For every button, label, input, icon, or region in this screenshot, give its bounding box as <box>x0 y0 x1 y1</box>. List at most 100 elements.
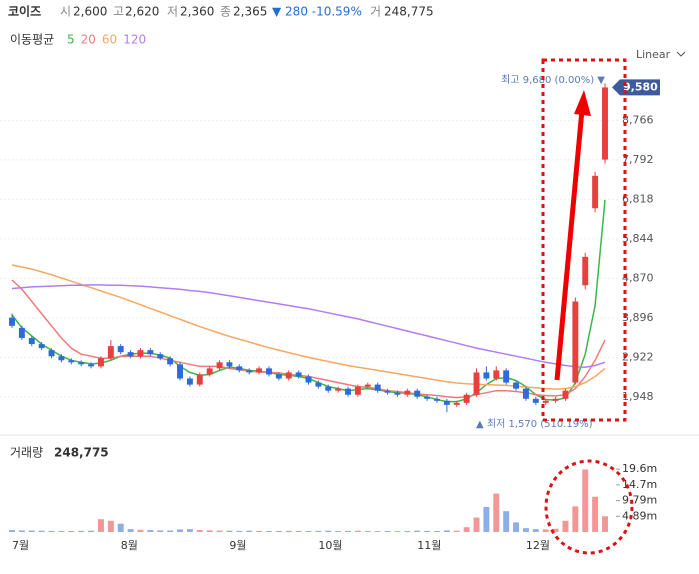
candle-body <box>196 374 203 385</box>
highlight-circle <box>544 459 634 555</box>
arrow-head <box>574 90 591 116</box>
volume-bar <box>414 530 421 532</box>
candle-body <box>157 354 164 359</box>
low-value: 2,360 <box>180 5 214 19</box>
volume-bar <box>196 530 203 532</box>
y-tick-label: 8,766 <box>622 113 654 126</box>
volume-bar <box>592 496 599 532</box>
scale-menu[interactable]: Linear <box>636 48 671 61</box>
open-label: 시 <box>60 5 71 19</box>
candle-body <box>186 378 193 385</box>
candle-body <box>266 368 272 375</box>
volume-bar <box>483 506 490 532</box>
y-tick-label: 4,870 <box>622 271 654 284</box>
low-label: 저 <box>167 5 178 19</box>
candle-body <box>562 390 569 399</box>
candle-body <box>532 398 539 403</box>
y-tick-label: 7,792 <box>622 153 654 166</box>
candle-body <box>177 364 183 379</box>
candle-body <box>394 392 401 395</box>
volume-tick-label: 9.79m <box>622 494 657 507</box>
volume-bar <box>58 531 65 532</box>
volume-bar <box>177 529 183 532</box>
volume-bar <box>443 530 450 532</box>
volume-bar <box>572 506 579 532</box>
candle-body <box>256 368 263 373</box>
volume-bar <box>305 531 312 532</box>
volume-bar <box>374 531 381 532</box>
volume-bar <box>117 523 124 532</box>
volume-bar <box>78 530 85 532</box>
candle-body <box>147 350 154 355</box>
high-annotation: 최고 9,680 (0.00%) ▼ <box>501 74 605 86</box>
candle-body <box>18 327 25 338</box>
volume-bar <box>256 530 263 532</box>
volume-bar <box>463 527 470 532</box>
candle-body <box>107 346 114 359</box>
volume-bar <box>28 530 35 532</box>
candle-body <box>305 376 312 383</box>
candle-body <box>325 386 332 391</box>
candle-body <box>28 337 35 345</box>
candle-body <box>602 87 608 160</box>
plot: 1,948 2,922 3,896 4,870 5,844 6,818 7,792 8,766… <box>0 74 660 552</box>
volume-bar <box>602 516 608 532</box>
volume-bar <box>275 531 282 532</box>
candle-body <box>206 368 213 375</box>
ma-line <box>11 200 606 403</box>
candle-body <box>503 370 510 383</box>
volume-bar <box>266 531 272 532</box>
high-value: 2,620 <box>125 5 159 19</box>
legend-entry: 60 <box>102 33 117 47</box>
x-tick-label: 11월 <box>417 539 441 552</box>
open-value: 2,600 <box>73 5 107 19</box>
candle-body <box>335 388 342 391</box>
volume-bar <box>513 522 520 532</box>
candle-body <box>443 400 450 405</box>
change: ▼ 280 -10.59% <box>272 5 362 19</box>
legend-entry: 20 <box>81 33 96 47</box>
volume-bar <box>404 531 411 532</box>
ma-line <box>11 284 606 368</box>
dropdown-arrow[interactable] <box>676 51 686 57</box>
stock-name: 코이즈 <box>8 4 41 19</box>
candle-body <box>295 372 302 377</box>
candle-body <box>354 386 361 395</box>
volume-bar <box>582 469 589 532</box>
volume-bar <box>434 531 440 532</box>
candle-body <box>88 364 95 367</box>
candle-body <box>345 388 351 395</box>
volume-bar <box>167 530 174 532</box>
y-tick-label: 2,922 <box>622 350 654 363</box>
candle-body <box>58 356 65 361</box>
candle-body <box>513 382 520 389</box>
y-tick-label: 5,844 <box>622 232 654 245</box>
volume-bar <box>9 530 15 532</box>
candle-body <box>285 372 292 379</box>
x-tick-label: 10월 <box>318 539 342 552</box>
low-annotation: ▲ 최저 1,570 (510.19%) <box>476 418 593 430</box>
candle-body <box>137 350 144 357</box>
volume-bar <box>285 530 292 532</box>
legend-entry: 120 <box>123 33 146 47</box>
candle-body <box>226 362 233 367</box>
candle-body <box>68 360 75 363</box>
volume-label: 거 <box>370 5 381 19</box>
candle-body <box>374 384 381 391</box>
candle-body <box>78 362 85 365</box>
volume-bar <box>97 519 104 532</box>
volume-tick-label: 19.6m <box>622 462 657 475</box>
volume-title-value: 248,775 <box>54 446 109 460</box>
volume-bar <box>354 530 361 532</box>
volume-bar <box>246 530 253 532</box>
candle-body <box>572 301 579 383</box>
candle-body <box>127 352 134 357</box>
volume-bar <box>562 520 569 532</box>
candle-body <box>493 370 500 379</box>
ma-label: 이동평균 <box>10 33 54 47</box>
volume-bar <box>147 530 154 532</box>
x-tick-label: 8월 <box>121 539 138 552</box>
volume-bar <box>107 520 114 532</box>
candle-body <box>216 362 223 369</box>
